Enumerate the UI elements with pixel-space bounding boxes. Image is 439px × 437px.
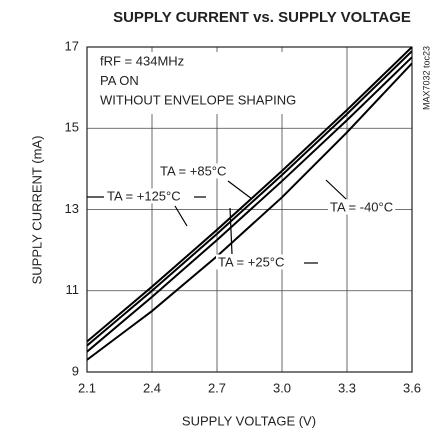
- x-tick-label: 2.4: [143, 380, 161, 395]
- y-tick-label: 9: [72, 363, 79, 378]
- x-axis-label: SUPPLY VOLTAGE (V): [182, 413, 316, 428]
- series-label: TA = +85°C: [160, 163, 226, 178]
- label-leader: [227, 180, 253, 200]
- annotation: fRF = 434MHz: [100, 53, 184, 68]
- label-leader: [325, 179, 347, 200]
- series-line: [87, 50, 412, 347]
- annotation: WITHOUT ENVELOPE SHAPING: [100, 92, 296, 107]
- series-label: TA = -40°C: [330, 199, 393, 214]
- side-label: MAX7032 toc23: [421, 46, 431, 110]
- x-tick-label: 2.1: [78, 380, 96, 395]
- annotation: PA ON: [100, 73, 139, 88]
- label-bg: [158, 163, 229, 179]
- y-axis-label: SUPPLY CURRENT (mA): [29, 136, 44, 285]
- label-bg: [216, 254, 287, 270]
- label-bg: [105, 188, 183, 204]
- label-leader: [229, 207, 233, 255]
- plot-frame: [86, 46, 413, 373]
- label-bg: [328, 199, 396, 215]
- x-tick-label: 3.6: [403, 380, 421, 395]
- label-leader: [174, 205, 188, 227]
- annotation-bg: [95, 52, 320, 114]
- series-label: TA = +125°C: [107, 188, 181, 203]
- series-line: [87, 47, 412, 343]
- series-line: [87, 56, 412, 353]
- x-tick-label: 2.7: [208, 380, 226, 395]
- series-line: [87, 62, 412, 361]
- y-tick-label: 17: [65, 38, 79, 53]
- series-label: TA = +25°C: [218, 254, 284, 269]
- x-tick-label: 3.3: [338, 380, 356, 395]
- y-tick-label: 13: [65, 201, 79, 216]
- x-tick-label: 3.0: [273, 380, 291, 395]
- chart-title: SUPPLY CURRENT vs. SUPPLY VOLTAGE: [113, 9, 411, 26]
- y-tick-label: 15: [65, 120, 79, 135]
- y-tick-label: 11: [66, 282, 80, 297]
